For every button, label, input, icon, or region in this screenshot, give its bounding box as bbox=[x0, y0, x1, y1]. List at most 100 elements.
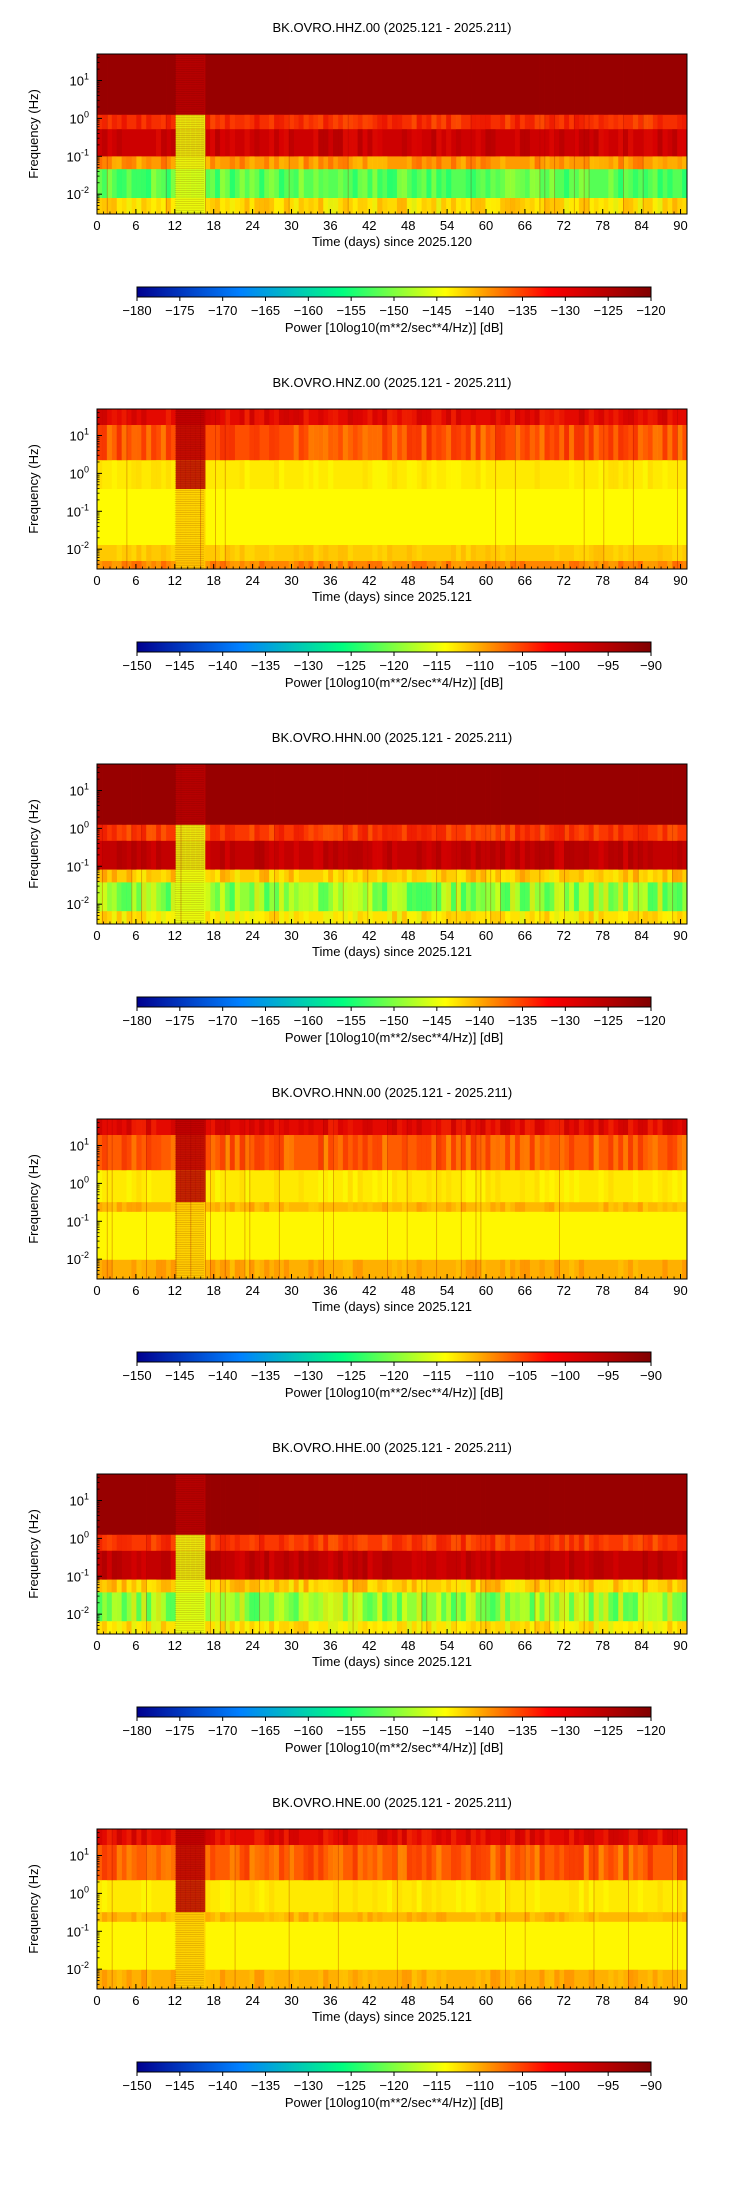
y-axis-label: Frequency (Hz) bbox=[26, 444, 41, 534]
x-tick-label: 18 bbox=[206, 1993, 220, 2008]
x-tick-label: 48 bbox=[401, 573, 415, 588]
x-tick-label: 54 bbox=[440, 1638, 454, 1653]
x-tick-label: 42 bbox=[362, 1993, 376, 2008]
colorbar-tick-label: −110 bbox=[466, 2078, 494, 2093]
colorbar-tick-label: −130 bbox=[551, 1723, 580, 1738]
colorbar-tick-label: −135 bbox=[251, 1368, 280, 1383]
x-tick-label: 84 bbox=[634, 928, 648, 943]
colorbar-tick-label: −140 bbox=[208, 2078, 237, 2093]
spectrogram-plot bbox=[97, 53, 688, 215]
x-tick-label: 0 bbox=[93, 1993, 100, 2008]
data-gap-texture bbox=[174, 763, 204, 923]
x-tick-label: 24 bbox=[245, 928, 259, 943]
colorbar-tick-label: −130 bbox=[551, 1013, 580, 1028]
colorbar bbox=[136, 996, 652, 1008]
colorbar-tick-label: −140 bbox=[465, 303, 494, 318]
y-tick-label: 10-2 bbox=[67, 185, 89, 202]
colorbar-label: Power [10log10(m**2/sec**4/Hz)] [dB] bbox=[285, 1740, 503, 1755]
data-gap-texture bbox=[174, 1828, 204, 1988]
colorbar-tick-label: −100 bbox=[551, 1368, 580, 1383]
x-tick-label: 78 bbox=[595, 218, 609, 233]
x-tick-label: 12 bbox=[168, 573, 182, 588]
colorbar-tick-label: −90 bbox=[640, 2078, 662, 2093]
x-tick-label: 42 bbox=[362, 218, 376, 233]
colorbar-tick-label: −180 bbox=[122, 303, 151, 318]
spectrogram-plot bbox=[97, 1828, 688, 1990]
x-tick-label: 66 bbox=[518, 573, 532, 588]
colorbar-tick-label: −135 bbox=[508, 303, 537, 318]
y-tick-label: 101 bbox=[70, 1846, 89, 1863]
colorbar-tick-label: −120 bbox=[379, 1368, 408, 1383]
x-tick-label: 78 bbox=[595, 928, 609, 943]
spectrogram-panel: BK.OVRO.HHZ.00 (2025.121 - 2025.211) 0 6 12… bbox=[26, 20, 688, 335]
colorbar-label: Power [10log10(m**2/sec**4/Hz)] [dB] bbox=[285, 1385, 503, 1400]
x-tick-label: 24 bbox=[245, 1638, 259, 1653]
x-tick-label: 66 bbox=[518, 1283, 532, 1298]
colorbar-tick-label: −145 bbox=[165, 2078, 194, 2093]
colorbar-tick-label: −165 bbox=[251, 1013, 280, 1028]
y-tick-label: 10-1 bbox=[67, 1567, 89, 1584]
colorbar-tick-label: −165 bbox=[251, 303, 280, 318]
colorbar-tick-label: −135 bbox=[251, 2078, 280, 2093]
x-tick-label: 24 bbox=[245, 573, 259, 588]
x-tick-label: 24 bbox=[245, 218, 259, 233]
x-tick-label: 78 bbox=[595, 1993, 609, 2008]
colorbar-tick-label: −105 bbox=[508, 658, 537, 673]
y-tick-label: 100 bbox=[70, 464, 89, 481]
colorbar-tick-label: −145 bbox=[422, 303, 451, 318]
y-tick-label: 100 bbox=[70, 1884, 89, 1901]
x-tick-label: 84 bbox=[634, 1638, 648, 1653]
x-axis-label: Time (days) since 2025.121 bbox=[312, 2009, 472, 2024]
x-tick-label: 36 bbox=[323, 1993, 337, 2008]
spectrogram-band bbox=[97, 869, 687, 883]
colorbar bbox=[136, 1706, 652, 1718]
x-tick-label: 54 bbox=[440, 218, 454, 233]
colorbar-tick-label: −115 bbox=[423, 1368, 451, 1383]
colorbar-tick-label: −165 bbox=[251, 1723, 280, 1738]
x-tick-label: 30 bbox=[284, 1993, 298, 2008]
x-tick-label: 36 bbox=[323, 1283, 337, 1298]
colorbar-tick-label: −160 bbox=[294, 303, 323, 318]
x-tick-label: 18 bbox=[206, 573, 220, 588]
x-tick-label: 12 bbox=[168, 1638, 182, 1653]
colorbar-tick-label: −130 bbox=[294, 1368, 323, 1383]
colorbar-tick-label: −145 bbox=[422, 1723, 451, 1738]
x-tick-label: 72 bbox=[557, 928, 571, 943]
colorbar-tick-label: −175 bbox=[165, 1723, 194, 1738]
y-tick-label: 10-2 bbox=[67, 895, 89, 912]
x-tick-label: 30 bbox=[284, 218, 298, 233]
colorbar-label: Power [10log10(m**2/sec**4/Hz)] [dB] bbox=[285, 2095, 503, 2110]
x-tick-label: 84 bbox=[634, 1993, 648, 2008]
x-axis-label: Time (days) since 2025.121 bbox=[312, 1654, 472, 1669]
y-axis-label: Frequency (Hz) bbox=[26, 1509, 41, 1599]
spectrogram-panel: BK.OVRO.HHN.00 (2025.121 - 2025.211) 0 6 12… bbox=[26, 730, 688, 1045]
colorbar bbox=[136, 1351, 652, 1363]
colorbar-tick-label: −170 bbox=[208, 1723, 237, 1738]
x-tick-label: 18 bbox=[206, 1638, 220, 1653]
colorbar-tick-label: −170 bbox=[208, 1013, 237, 1028]
x-tick-label: 54 bbox=[440, 928, 454, 943]
y-tick-label: 101 bbox=[70, 781, 89, 798]
x-tick-label: 6 bbox=[132, 928, 139, 943]
x-tick-label: 6 bbox=[132, 573, 139, 588]
colorbar-tick-label: −120 bbox=[636, 303, 665, 318]
x-tick-label: 72 bbox=[557, 1993, 571, 2008]
colorbar-tick-label: −130 bbox=[294, 658, 323, 673]
x-tick-label: 54 bbox=[440, 573, 454, 588]
colorbar-tick-label: −135 bbox=[508, 1723, 537, 1738]
x-tick-label: 60 bbox=[479, 1993, 493, 2008]
colorbar-label: Power [10log10(m**2/sec**4/Hz)] [dB] bbox=[285, 675, 503, 690]
x-tick-label: 24 bbox=[245, 1283, 259, 1298]
colorbar-tick-label: −120 bbox=[379, 658, 408, 673]
colorbar-tick-label: −135 bbox=[251, 658, 280, 673]
x-tick-label: 66 bbox=[518, 1638, 532, 1653]
y-tick-label: 100 bbox=[70, 819, 89, 836]
x-tick-label: 48 bbox=[401, 1638, 415, 1653]
x-tick-label: 60 bbox=[479, 1283, 493, 1298]
colorbar-tick-label: −115 bbox=[423, 2078, 451, 2093]
x-tick-label: 66 bbox=[518, 218, 532, 233]
colorbar-tick-label: −130 bbox=[551, 303, 580, 318]
colorbar-tick-label: −115 bbox=[423, 658, 451, 673]
y-axis-label: Frequency (Hz) bbox=[26, 799, 41, 889]
colorbar-tick-label: −170 bbox=[208, 303, 237, 318]
